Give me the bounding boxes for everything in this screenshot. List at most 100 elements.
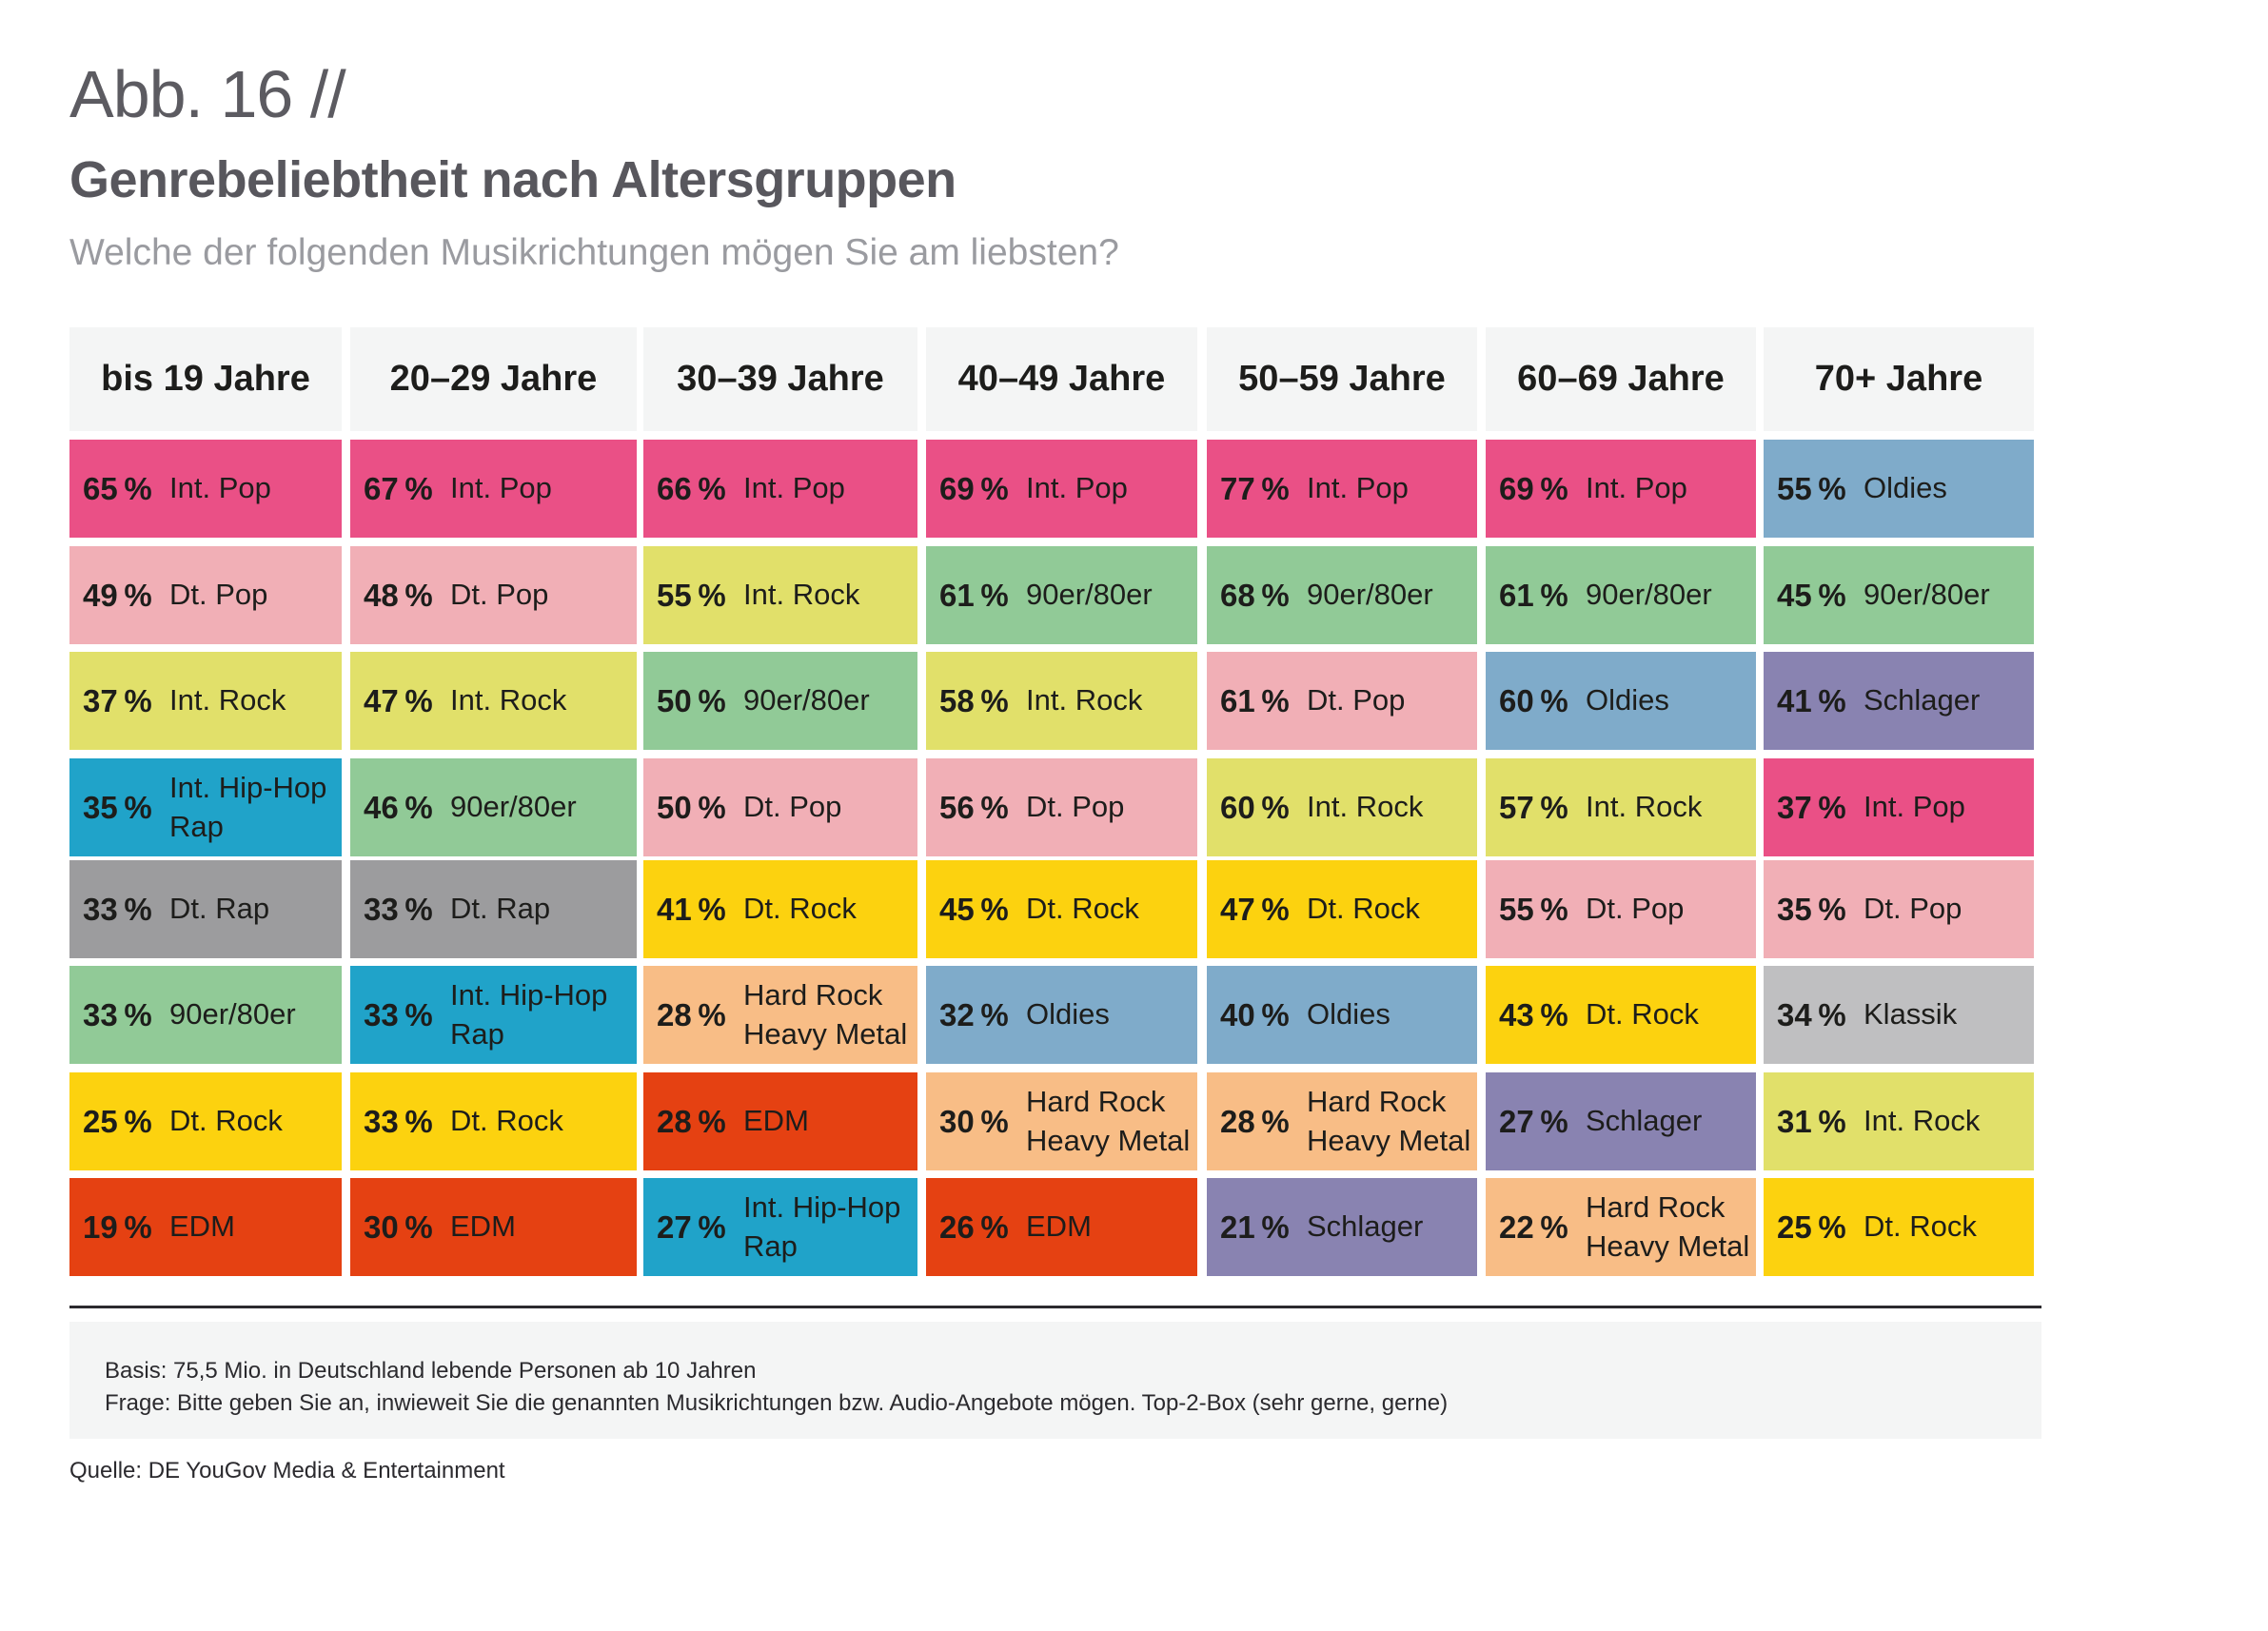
column-header: 70+ Jahre [1764, 327, 2034, 431]
percent-value: 22 % [1499, 1209, 1568, 1245]
percent-value: 33 % [364, 1103, 433, 1139]
genre-cell: 50 % 90er/80er [643, 652, 917, 750]
column-header: 50–59 Jahre [1207, 327, 1477, 431]
divider-line [69, 1306, 2041, 1308]
percent-value: 28 % [1220, 1103, 1290, 1139]
percent-value: 45 % [939, 891, 1009, 927]
genre-label: Dt. Pop [450, 578, 549, 612]
percent-value: 77 % [1220, 470, 1290, 506]
percent-value: 27 % [1499, 1103, 1568, 1139]
genre-label: 90er/80er [1586, 578, 1712, 612]
percent-value: 65 % [83, 470, 152, 506]
genre-label: Int. Pop [1864, 790, 1965, 824]
genre-label: Schlager [1307, 1209, 1424, 1244]
genre-cell: 25 % Dt. Rock [69, 1072, 342, 1170]
genre-cell: 25 % Dt. Rock [1764, 1178, 2034, 1276]
genre-cell: 28 % EDM [643, 1072, 917, 1170]
percent-value: 60 % [1220, 789, 1290, 825]
genre-cell: 47 % Dt. Rock [1207, 860, 1477, 958]
genre-label: Int. Pop [1026, 471, 1128, 505]
percent-value: 50 % [657, 789, 726, 825]
notes-box: Basis: 75,5 Mio. in Deutschland lebende … [69, 1322, 2041, 1439]
genre-cell: 43 % Dt. Rock [1486, 966, 1756, 1064]
percent-value: 61 % [1499, 577, 1568, 613]
percent-value: 55 % [1499, 891, 1568, 927]
percent-value: 33 % [83, 891, 152, 927]
genre-cell: 33 % 90er/80er [69, 966, 342, 1064]
percent-value: 68 % [1220, 577, 1290, 613]
percent-value: 40 % [1220, 996, 1290, 1032]
genre-cell: 61 % 90er/80er [926, 546, 1197, 644]
genre-label: Dt. Pop [1026, 790, 1125, 824]
chart-title: Genrebeliebtheit nach Altersgruppen [69, 151, 957, 208]
percent-value: 47 % [364, 682, 433, 718]
percent-value: 69 % [1499, 470, 1568, 506]
genre-label: Schlager [1864, 683, 1981, 717]
genre-cell: 60 % Oldies [1486, 652, 1756, 750]
genre-cell: 28 % Hard Rock Heavy Metal [1207, 1072, 1477, 1170]
genre-label: Dt. Rap [169, 892, 270, 926]
percent-value: 43 % [1499, 996, 1568, 1032]
genre-cell: 33 % Int. Hip-Hop Rap [350, 966, 637, 1064]
genre-label: Int. Rock [1864, 1104, 1981, 1138]
genre-label: Dt. Pop [1864, 892, 1962, 926]
percent-value: 50 % [657, 682, 726, 718]
figure-label: Abb. 16 // [69, 57, 346, 131]
genre-cell: 19 % EDM [69, 1178, 342, 1276]
percent-value: 33 % [364, 891, 433, 927]
genre-cell: 47 % Int. Rock [350, 652, 637, 750]
question-note: Frage: Bitte geben Sie an, inwieweit Sie… [105, 1390, 1449, 1416]
percent-value: 30 % [939, 1103, 1009, 1139]
genre-cell: 40 % Oldies [1207, 966, 1477, 1064]
genre-label: EDM [1026, 1209, 1092, 1244]
genre-label: Dt. Rock [1026, 892, 1139, 926]
genre-cell: 41 % Dt. Rock [643, 860, 917, 958]
genre-label: Int. Pop [1307, 471, 1409, 505]
percent-value: 66 % [657, 470, 726, 506]
genre-cell: 55 % Dt. Pop [1486, 860, 1756, 958]
genre-cell: 30 % Hard Rock Heavy Metal [926, 1072, 1197, 1170]
genre-label: Int. Rock [1026, 683, 1143, 717]
percent-value: 41 % [1777, 682, 1846, 718]
genre-cell: 30 % EDM [350, 1178, 637, 1276]
genre-label: Int. Hip-Hop Rap [743, 1190, 901, 1263]
genre-label: EDM [450, 1209, 516, 1244]
genre-label: 90er/80er [1026, 578, 1153, 612]
genre-cell: 31 % Int. Rock [1764, 1072, 2034, 1170]
genre-cell: 46 % 90er/80er [350, 758, 637, 856]
genre-cell: 61 % 90er/80er [1486, 546, 1756, 644]
genre-cell: 41 % Schlager [1764, 652, 2034, 750]
percent-value: 46 % [364, 789, 433, 825]
percent-value: 25 % [83, 1103, 152, 1139]
genre-label: Oldies [1307, 997, 1390, 1032]
genre-label: Dt. Rock [169, 1104, 283, 1138]
genre-label: 90er/80er [450, 790, 577, 824]
percent-value: 37 % [83, 682, 152, 718]
genre-cell: 35 % Dt. Pop [1764, 860, 2034, 958]
genre-cell: 45 % 90er/80er [1764, 546, 2034, 644]
genre-label: 90er/80er [1307, 578, 1433, 612]
genre-label: EDM [169, 1209, 235, 1244]
genre-label: Hard Rock Heavy Metal [1586, 1190, 1750, 1263]
genre-label: 90er/80er [743, 683, 870, 717]
genre-cell: 66 % Int. Pop [643, 440, 917, 538]
genre-cell: 37 % Int. Pop [1764, 758, 2034, 856]
genre-label: Int. Hip-Hop Rap [169, 771, 327, 843]
percent-value: 61 % [939, 577, 1009, 613]
genre-label: Dt. Rock [743, 892, 857, 926]
genre-label: Dt. Rock [450, 1104, 563, 1138]
genre-label: Dt. Pop [1307, 683, 1406, 717]
genre-cell: 60 % Int. Rock [1207, 758, 1477, 856]
percent-value: 61 % [1220, 682, 1290, 718]
genre-cell: 21 % Schlager [1207, 1178, 1477, 1276]
genre-cell: 58 % Int. Rock [926, 652, 1197, 750]
genre-label: Int. Pop [450, 471, 552, 505]
percent-value: 25 % [1777, 1209, 1846, 1245]
genre-cell: 34 % Klassik [1764, 966, 2034, 1064]
percent-value: 57 % [1499, 789, 1568, 825]
genre-label: Hard Rock Heavy Metal [1307, 1085, 1471, 1157]
genre-label: Int. Pop [1586, 471, 1687, 505]
genre-cell: 32 % Oldies [926, 966, 1197, 1064]
chart-subtitle: Welche der folgenden Musikrichtungen mög… [69, 232, 1119, 273]
percent-value: 58 % [939, 682, 1009, 718]
